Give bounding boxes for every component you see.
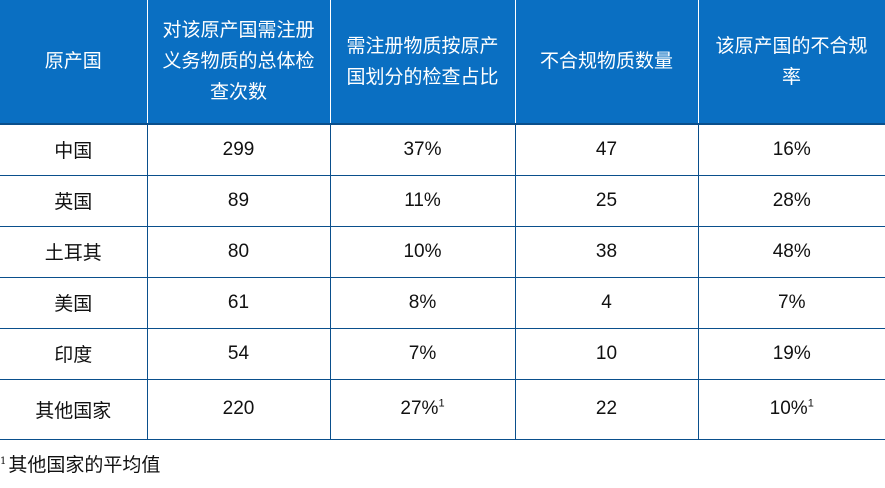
header-country: 原产国 xyxy=(0,0,148,125)
cell-country: 美国 xyxy=(0,276,148,329)
cell-share: 27%1 xyxy=(329,378,516,440)
cell-noncompliant: 10 xyxy=(514,327,699,380)
inspection-table: 原产国 对该原产国需注册义务物质的总体检查次数 需注册物质按原产国划分的检查占比… xyxy=(0,0,885,440)
cell-inspections: 299 xyxy=(146,123,331,176)
rate-value: 28% xyxy=(772,189,811,211)
footnote-marker: 1 xyxy=(0,455,7,467)
cell-share: 11% xyxy=(329,174,516,227)
cell-share: 7% xyxy=(329,327,516,380)
cell-country: 中国 xyxy=(0,123,148,176)
table-header-row: 原产国 对该原产国需注册义务物质的总体检查次数 需注册物质按原产国划分的检查占比… xyxy=(0,0,885,125)
header-noncompliance-rate: 该原产国的不合规率 xyxy=(697,0,885,125)
footnote-text: 其他国家的平均值 xyxy=(8,454,161,476)
cell-country: 土耳其 xyxy=(0,225,148,278)
cell-noncompliant: 38 xyxy=(514,225,699,278)
share-value: 37% xyxy=(403,138,442,160)
cell-inspections: 80 xyxy=(146,225,331,278)
cell-rate: 48% xyxy=(697,225,885,278)
share-value: 8% xyxy=(408,291,437,313)
table-row: 中国 299 37% 47 16% xyxy=(0,123,885,176)
footnote-marker: 1 xyxy=(807,397,814,410)
header-inspection-share: 需注册物质按原产国划分的检查占比 xyxy=(329,0,516,125)
cell-share: 37% xyxy=(329,123,516,176)
share-value: 11% xyxy=(404,189,441,211)
rate-value: 19% xyxy=(772,342,811,364)
cell-country: 印度 xyxy=(0,327,148,380)
table-row: 英国 89 11% 25 28% xyxy=(0,174,885,227)
cell-noncompliant: 25 xyxy=(514,174,699,227)
rate-value: 48% xyxy=(772,240,811,262)
rate-value: 7% xyxy=(778,291,806,313)
cell-country: 英国 xyxy=(0,174,148,227)
cell-noncompliant: 22 xyxy=(514,378,699,440)
footnote-marker: 1 xyxy=(438,397,445,410)
table-row: 土耳其 80 10% 38 48% xyxy=(0,225,885,278)
footnote: 1 其他国家的平均值 xyxy=(0,450,160,477)
table-row: 其他国家 220 27%1 22 10%1 xyxy=(0,378,885,440)
table-row: 印度 54 7% 10 19% xyxy=(0,327,885,380)
cell-inspections: 220 xyxy=(146,378,331,440)
table-row: 美国 61 8% 4 7% xyxy=(0,276,885,329)
rate-value: 10% xyxy=(769,398,808,419)
rate-value: 16% xyxy=(772,138,811,160)
header-noncompliant-count: 不合规物质数量 xyxy=(514,0,699,125)
cell-share: 10% xyxy=(329,225,516,278)
share-value: 10% xyxy=(403,240,442,262)
share-value: 7% xyxy=(408,342,437,364)
cell-inspections: 61 xyxy=(146,276,331,329)
share-value: 27% xyxy=(400,398,439,419)
cell-country: 其他国家 xyxy=(0,378,148,440)
cell-rate: 28% xyxy=(697,174,885,227)
cell-rate: 16% xyxy=(697,123,885,176)
cell-noncompliant: 47 xyxy=(514,123,699,176)
cell-rate: 10%1 xyxy=(697,378,885,440)
cell-noncompliant: 4 xyxy=(514,276,699,329)
cell-inspections: 54 xyxy=(146,327,331,380)
cell-inspections: 89 xyxy=(146,174,331,227)
cell-share: 8% xyxy=(329,276,516,329)
cell-rate: 7% xyxy=(697,276,885,329)
cell-rate: 19% xyxy=(697,327,885,380)
header-total-inspections: 对该原产国需注册义务物质的总体检查次数 xyxy=(146,0,331,125)
